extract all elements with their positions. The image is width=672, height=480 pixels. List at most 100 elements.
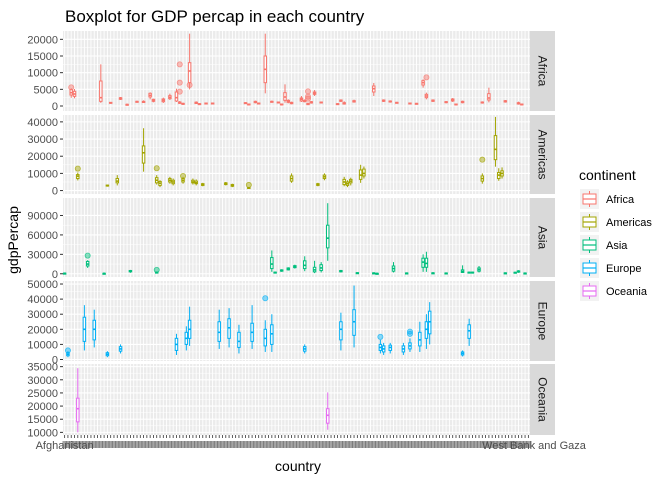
- box-africa-107: [414, 102, 419, 105]
- box-asia-137: [513, 271, 517, 274]
- legend-label: Europe: [606, 263, 641, 275]
- x-tick-label-overlap: [381, 441, 386, 448]
- box-europe-88: [352, 285, 356, 348]
- box-asia-84: [339, 269, 343, 273]
- outlier-point: [68, 84, 75, 91]
- x-tick-label-overlap: [240, 441, 245, 448]
- y-tick-label: 10000: [27, 68, 58, 80]
- x-tick-label-overlap: [256, 441, 261, 448]
- box-africa-94: [372, 83, 376, 96]
- box-africa-2: [68, 84, 75, 98]
- x-tick-label-overlap: [69, 441, 74, 448]
- x-tick-label-overlap: [450, 441, 455, 448]
- facet-strip: [530, 198, 555, 277]
- box-africa-78: [319, 101, 323, 104]
- y-tick-label: 60000: [27, 230, 58, 242]
- facet-panel-asia: 0 30000 60000 90000 Asia: [27, 198, 555, 281]
- box-africa-97: [381, 99, 386, 102]
- x-tick-label-overlap: [78, 441, 84, 448]
- box-americas-32: [168, 176, 172, 184]
- y-tick-label: 0: [52, 354, 58, 366]
- box-africa-65: [276, 101, 281, 104]
- box-americas-24: [141, 128, 146, 172]
- box-europe-6: [82, 305, 87, 351]
- box-africa-17: [118, 97, 123, 100]
- box-europe-97: [381, 342, 386, 355]
- box-europe-96: [377, 333, 384, 354]
- x-tick-label-overlap: [249, 441, 255, 448]
- box-asia-63: [270, 250, 274, 272]
- box-europe-47: [217, 309, 221, 349]
- x-tick-label-overlap: [335, 441, 340, 448]
- box-africa-134: [503, 100, 508, 103]
- outlier-point: [406, 328, 413, 335]
- outlier-point: [176, 88, 183, 95]
- box-africa-59: [256, 102, 261, 105]
- x-tick-label-overlap: [489, 441, 495, 448]
- box-africa-101: [395, 101, 399, 104]
- box-europe-63: [270, 314, 274, 352]
- facet-strip: [530, 281, 555, 361]
- facet-panel-americas: 0 10000 20000 30000 40000 Americas: [27, 115, 555, 198]
- x-tick-label-overlap: [506, 441, 511, 448]
- box-africa-41: [197, 103, 202, 106]
- x-tick-label-overlap: [309, 441, 314, 448]
- x-tick-label-overlap: [128, 441, 133, 448]
- x-tick-label-overlap: [493, 441, 498, 448]
- box-americas-77: [316, 182, 320, 187]
- facet-strip-label: Asia: [536, 226, 550, 250]
- x-tick-label-overlap: [82, 441, 87, 448]
- y-tick-label: 10000: [27, 168, 58, 180]
- box-americas-4: [74, 165, 81, 181]
- box-iqr: [487, 93, 491, 101]
- x-tick-label-overlap: [394, 441, 400, 448]
- x-tick-label-overlap: [203, 441, 209, 448]
- x-tick-label-overlap: [411, 441, 416, 448]
- box-iqr: [493, 135, 498, 161]
- y-tick-label: 20000: [27, 34, 58, 46]
- x-tick-label-overlap: [388, 441, 393, 448]
- box-africa-34: [174, 88, 179, 102]
- x-tick-label-overlap: [223, 441, 228, 448]
- x-tick-label-overlap: [312, 441, 317, 448]
- x-tick-label-overlap: [447, 441, 452, 448]
- x-tick-label-overlap: [355, 441, 360, 448]
- box-americas-85: [342, 176, 346, 187]
- y-tick-label: 90000: [27, 210, 58, 222]
- outlier-point: [64, 347, 71, 354]
- box-africa-45: [210, 102, 215, 105]
- box-iqr: [270, 257, 274, 270]
- outlier-point: [305, 88, 312, 95]
- x-tick-label-overlap: [424, 441, 429, 448]
- box-asia-123: [467, 271, 471, 274]
- x-tick-label-overlap: [230, 441, 235, 448]
- box-iqr: [362, 168, 366, 177]
- box-asia-124: [470, 271, 475, 274]
- y-tick-label: 30000: [27, 309, 58, 321]
- x-tick-label-overlap: [368, 441, 373, 448]
- box-europe-111: [427, 302, 432, 345]
- box-africa-11: [99, 64, 103, 103]
- x-tick-label-overlap: [374, 441, 380, 448]
- box-africa-58: [253, 100, 258, 104]
- box-africa-63: [270, 100, 274, 103]
- x-tick-label-overlap: [516, 441, 521, 448]
- box-europe-123: [467, 318, 471, 346]
- box-asia-121: [460, 265, 465, 273]
- x-tick-label-overlap: [295, 441, 301, 448]
- x-tick-label-overlap: [513, 441, 518, 448]
- box-asia-110: [424, 251, 429, 272]
- y-tick-label: 10000: [27, 339, 58, 351]
- outlier-point: [186, 82, 193, 89]
- outlier-point: [262, 295, 269, 302]
- legend-title: continent: [579, 167, 636, 183]
- box-asia-78: [319, 262, 323, 273]
- x-tick-label-overlap: [463, 441, 469, 448]
- box-asia-7: [84, 252, 91, 268]
- x-tick-label-overlap: [98, 441, 104, 448]
- box-americas-36: [180, 172, 187, 184]
- x-tick-label-overlap: [259, 441, 265, 448]
- box-europe-121: [460, 350, 465, 357]
- x-tick-label-overlap: [427, 441, 432, 448]
- y-tick-label: 10000: [27, 427, 58, 439]
